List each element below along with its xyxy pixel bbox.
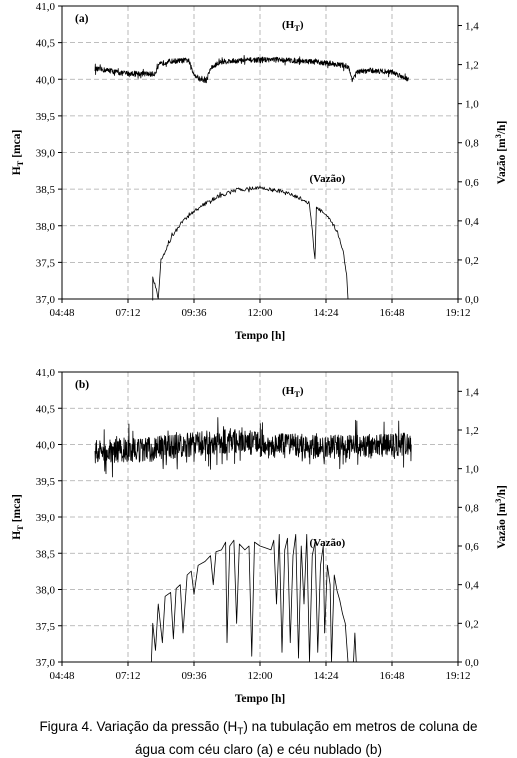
left-tick-label: 38,0 (36, 585, 56, 597)
left-tick-label: 37,5 (36, 621, 56, 633)
caption-prefix: Figura 4. Variação da pressão (H (39, 719, 238, 734)
right-tick-label: 0,0 (465, 657, 479, 669)
x-tick-label: 19:12 (445, 307, 470, 319)
left-tick-label: 39,5 (36, 111, 56, 123)
left-tick-label: 40,0 (36, 440, 56, 452)
right-tick-label: 1,2 (465, 425, 479, 437)
left-tick-label: 38,5 (36, 548, 56, 560)
right-tick-label: 0,8 (465, 138, 479, 150)
caption-subscript: T (237, 726, 244, 738)
y-axis-title-left: HT [mca] (11, 494, 25, 540)
left-tick-label: 39,5 (36, 476, 56, 488)
series-line-vazao (150, 534, 357, 663)
x-tick-label: 16:48 (379, 670, 405, 682)
x-axis-title: Tempo [h] (235, 330, 285, 342)
x-tick-label: 04:48 (49, 307, 75, 319)
x-tick-label: 04:48 (49, 670, 75, 682)
left-tick-label: 37,5 (36, 257, 56, 269)
y-axis-title-right: Vazão [m3/h] (493, 121, 508, 185)
left-tick-label: 37,0 (36, 657, 56, 669)
y-axis-title-right: Vazão [m3/h] (493, 485, 508, 549)
left-tick-label: 41,0 (36, 367, 56, 379)
x-tick-label: 16:48 (379, 307, 405, 319)
right-tick-label: 0,2 (465, 255, 479, 267)
left-tick-label: 39,0 (36, 148, 56, 160)
x-axis-title: Tempo [h] (235, 693, 285, 705)
left-tick-label: 38,5 (36, 184, 56, 196)
right-tick-label: 0,0 (465, 294, 479, 306)
right-tick-label: 1,4 (465, 386, 479, 398)
x-tick-label: 12:00 (247, 670, 273, 682)
panel-label: (b) (75, 379, 89, 391)
series-label-ht: (HT) (282, 385, 304, 399)
right-tick-label: 1,2 (465, 60, 479, 72)
panel-label: (a) (75, 13, 89, 25)
x-tick-label: 12:00 (247, 307, 273, 319)
right-tick-label: 0,8 (465, 502, 479, 514)
right-tick-label: 1,0 (465, 99, 479, 111)
left-tick-label: 40,5 (36, 38, 56, 50)
plot-frame (61, 371, 459, 663)
series-line-ht (94, 417, 412, 478)
left-tick-label: 40,5 (36, 403, 56, 415)
chart-panel-a: 37,0 37,5 38,0 38,5 39,0 39,5 40,0 40,5 41,0 04:4… (11, 1, 508, 342)
caption-line-2: água com céu claro (a) e céu nublado (b) (135, 741, 382, 757)
right-tick-label: 0,4 (465, 216, 479, 228)
right-tick-label: 0,4 (465, 580, 479, 592)
left-tick-label: 38,0 (36, 221, 56, 233)
left-tick-label: 41,0 (36, 1, 56, 13)
chart-panel-b: 37,0 37,5 38,0 38,5 39,0 39,5 40,0 40,5 41,0 04:4… (11, 367, 508, 705)
x-tick-label: 09:36 (181, 307, 207, 319)
figure-caption: Figura 4. Variação da pressão (HT) na tu… (0, 718, 517, 758)
left-tick-label: 40,0 (36, 74, 56, 86)
series-label-vazao: (Vazão) (310, 537, 346, 549)
caption-suffix: ) na tubulação em metros de coluna de (243, 719, 478, 734)
right-tick-label: 0,6 (465, 541, 479, 553)
series-line-ht (94, 55, 409, 84)
series-label-ht: (HT) (282, 19, 304, 33)
series-line-vazao (152, 185, 349, 301)
left-tick-label: 37,0 (36, 294, 56, 306)
x-tick-label: 14:24 (313, 670, 339, 682)
right-tick-label: 0,2 (465, 618, 479, 630)
x-tick-label: 14:24 (313, 307, 339, 319)
x-tick-label: 07:12 (115, 307, 140, 319)
x-tick-label: 19:12 (445, 670, 470, 682)
right-tick-label: 1,4 (465, 21, 479, 33)
x-tick-label: 09:36 (181, 670, 207, 682)
y-axis-title-left: HT [mca] (11, 130, 25, 176)
right-tick-label: 1,0 (465, 464, 479, 476)
x-tick-label: 07:12 (115, 670, 140, 682)
series-label-vazao: (Vazão) (310, 173, 346, 185)
right-tick-label: 0,6 (465, 177, 479, 189)
left-tick-label: 39,0 (36, 512, 56, 524)
plot-frame (61, 5, 459, 300)
